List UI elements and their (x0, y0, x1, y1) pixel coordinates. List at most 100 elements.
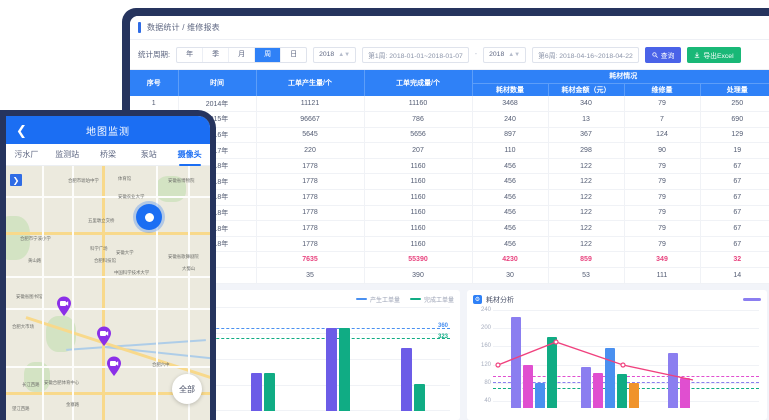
map-label: 合肥科技馆 (94, 258, 116, 263)
bar-series2 (523, 364, 533, 408)
map-road-major (102, 166, 105, 420)
map-road (188, 166, 190, 420)
cell-c3: 79 (624, 189, 701, 206)
map-label: 科学广场 (90, 246, 108, 251)
stepper-icon[interactable]: ▲▼ (338, 51, 351, 58)
bar-completed (264, 372, 275, 411)
search-button[interactable]: 查询 (644, 46, 682, 63)
cell-created: 1778 (256, 236, 365, 253)
legend-item-completed[interactable]: 完成工单量 (409, 295, 454, 304)
map-label: 合肥大市场 (12, 324, 34, 329)
export-button-label: 导出Excel (703, 52, 734, 60)
cell-c1: 456 (472, 173, 549, 191)
period-option-year[interactable]: 年 (177, 47, 204, 62)
table-row[interactable]: 7 2018年 1778 1160 456 122 79 67 (130, 189, 769, 206)
charts-row: 产生工单量 完成工单量 360 (130, 284, 769, 420)
download-icon (695, 51, 700, 58)
period-option-month[interactable]: 月 (229, 47, 256, 62)
cell-completed: 5656 (364, 127, 473, 144)
table-row[interactable]: 6 2018年 1778 1160 456 122 79 67 (130, 173, 769, 191)
table-row[interactable]: 9 2018年 1778 1160 456 122 79 67 (130, 220, 769, 237)
map-label: 安徽省博物院 (168, 178, 195, 183)
map-view[interactable]: 合肥市琥珀中学 体育馆 安徽省博物院 五里墩立交桥 安徽农业大学 合肥市宁溪小学… (6, 166, 210, 420)
export-excel-button[interactable]: 导出Excel (687, 46, 741, 63)
map-park (6, 216, 30, 260)
cell-c1: 456 (472, 158, 549, 175)
location-pin[interactable] (136, 204, 162, 230)
table-row[interactable]: 2 2015年 96667 786 240 13 7 690 (130, 111, 769, 128)
cell-completed: 1160 (364, 173, 473, 191)
col-header-sub-4: 处理量 (700, 83, 769, 96)
table-row[interactable]: 5 2018年 1778 1160 456 122 79 67 (130, 158, 769, 175)
map-label: 合肥市琥珀中学 (68, 178, 99, 183)
table-row[interactable]: 4 2017年 220 207 110 298 90 19 (130, 142, 769, 159)
camera-marker[interactable] (96, 326, 112, 346)
cell-c2: 340 (548, 96, 625, 113)
map-label: 安徽省歌舞剧院 (168, 254, 199, 259)
period-option-week[interactable]: 周 (255, 47, 282, 62)
map-label: 安徽农业大学 (118, 194, 145, 199)
cell-c1: 3468 (472, 96, 549, 113)
table-header-row-2: 耗材数量 耗材金额（元） 维修量 处理量 (130, 83, 769, 96)
table-row[interactable]: 1 2014年 11121 11160 3468 340 79 250 (130, 96, 769, 113)
cell-created: 11121 (256, 96, 365, 113)
average-c1: 30 (472, 267, 549, 284)
ytick-80: 80 (484, 379, 491, 386)
threshold-label-completed: 323 (437, 333, 448, 340)
table-row[interactable]: 8 2018年 1778 1160 456 122 79 67 (130, 205, 769, 222)
week-end-select[interactable]: 第6周: 2018-04-16~2018-04-22 (532, 46, 639, 63)
year-start-input[interactable]: 2018 ▲▼ (313, 46, 357, 63)
legend-item-created[interactable]: 产生工单量 (355, 295, 400, 304)
mobile-title: 地图监测 (86, 126, 130, 138)
map-expand-icon[interactable]: ❯ (10, 174, 22, 186)
cell-c4: 690 (700, 111, 769, 128)
week-end-value: 第6周: 2018-04-16~2018-04-22 (538, 52, 633, 60)
tab-bridge[interactable]: 桥梁 (99, 150, 116, 159)
year-end-input[interactable]: 2018 ▲▼ (483, 46, 527, 63)
chevron-left-icon[interactable]: ❮ (16, 122, 27, 138)
legend-swatch-right (743, 298, 761, 302)
map-all-button[interactable]: 全部 (172, 374, 202, 404)
camera-marker[interactable] (106, 356, 122, 376)
map-label: 安徽合肥体育中心 (44, 380, 80, 385)
cell-c4: 67 (700, 205, 769, 222)
period-option-quarter[interactable]: 季 (203, 47, 230, 62)
cell-c3: 79 (624, 96, 701, 113)
col-header-group-consumables: 耗材情况 (472, 70, 769, 84)
report-table-container: 序号 时间 工单产生量/个 工单完成量/个 耗材情况 耗材数量 耗材金额（元） … (130, 70, 769, 284)
desktop-screen: 数据统计 / 维修报表 统计周期: 年 季 月 周 日 2018 ▲▼ 第1周:… (130, 16, 769, 420)
cell-c4: 19 (700, 142, 769, 159)
cell-c3: 124 (624, 127, 701, 144)
period-segmented-control[interactable]: 年 季 月 周 日 (176, 46, 308, 63)
year-start-value: 2018 (319, 51, 335, 58)
cell-c2: 122 (548, 220, 625, 237)
ytick-160: 160 (480, 342, 491, 349)
week-start-value: 第1周: 2018-01-01~2018-01-07 (368, 52, 463, 60)
tab-camera[interactable]: 摄像头 (169, 149, 210, 160)
bar-series1 (511, 316, 521, 408)
week-start-select[interactable]: 第1周: 2018-01-01~2018-01-07 (362, 46, 469, 63)
chart-right-plot: 240 200 160 120 80 40 (481, 307, 759, 408)
cell-created: 1778 (256, 158, 365, 175)
col-header-sub-1: 耗材数量 (472, 83, 549, 96)
map-label: 中国科学技术大学 (114, 270, 150, 275)
cell-completed: 11160 (364, 96, 473, 113)
cell-created: 1778 (256, 205, 365, 222)
table-row[interactable]: 3 2016年 5645 5656 897 367 124 129 (130, 127, 769, 144)
stepper-icon[interactable]: ▲▼ (508, 51, 521, 58)
cell-completed: 786 (364, 111, 473, 128)
period-option-day[interactable]: 日 (290, 51, 298, 58)
legend-label-completed: 完成工单量 (423, 297, 454, 304)
table-row[interactable]: 10 2018年 1778 1160 456 122 79 67 (130, 236, 769, 253)
cell-c4: 67 (700, 173, 769, 191)
tab-sewage-plant[interactable]: 污水厂 (14, 150, 39, 159)
cell-c2: 122 (548, 158, 625, 175)
camera-marker[interactable] (56, 296, 72, 316)
map-label: 体育馆 (118, 176, 132, 181)
cell-time: 2014年 (178, 96, 257, 113)
bar-series7 (605, 347, 615, 408)
tab-monitor-station[interactable]: 监测站 (55, 150, 80, 159)
map-label: 安徽省图书馆 (16, 294, 43, 299)
cell-c1: 456 (472, 189, 549, 206)
tab-pump-station[interactable]: 泵站 (140, 150, 157, 159)
